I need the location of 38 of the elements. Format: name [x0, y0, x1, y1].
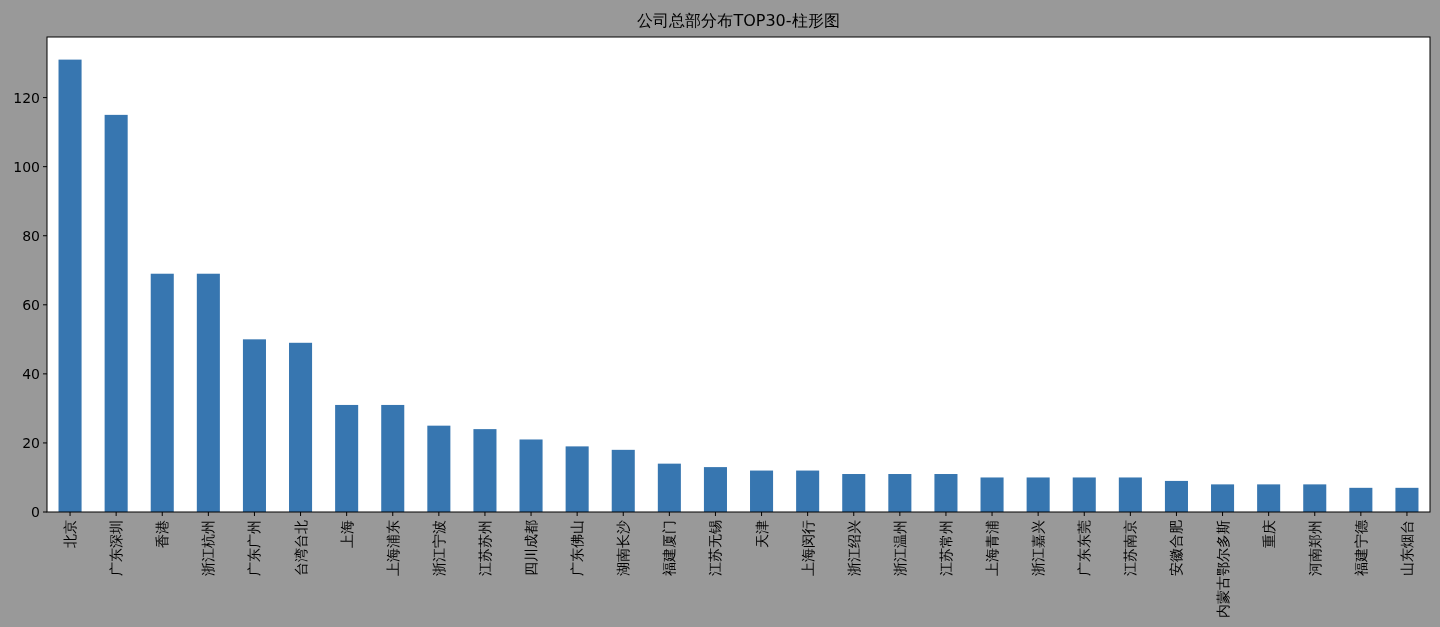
y-tick-label: 20: [22, 434, 40, 451]
x-tick-label: 台湾台北: [292, 520, 309, 576]
y-tick-label: 120: [13, 89, 40, 106]
x-tick-label: 广东佛山: [569, 520, 586, 576]
x-tick-label: 江苏南京: [1122, 520, 1139, 576]
x-tick-label: 江苏无锡: [707, 520, 724, 576]
x-tick-label: 浙江宁波: [430, 520, 447, 576]
x-tick-label: 江苏苏州: [476, 520, 493, 576]
x-tick-label: 上海: [338, 520, 355, 548]
chart-title: 公司总部分布TOP30-柱形图: [637, 11, 840, 30]
x-tick-label: 香港: [154, 520, 171, 548]
x-tick-label: 河南郑州: [1306, 520, 1323, 576]
x-tick-label: 北京: [62, 520, 79, 548]
y-tick-label: 80: [22, 227, 40, 244]
x-tick-label: 福建宁德: [1352, 520, 1369, 576]
x-tick-label: 重庆: [1260, 520, 1277, 548]
x-tick-label: 浙江杭州: [200, 520, 217, 576]
x-tick-label: 湖南长沙: [615, 520, 632, 576]
x-tick-label: 四川成都: [523, 520, 540, 576]
x-tick-label: 浙江绍兴: [845, 520, 862, 576]
y-tick-label: 0: [31, 504, 40, 520]
x-tick-label: 安徽合肥: [1168, 520, 1185, 576]
x-tick-label: 浙江温州: [891, 520, 908, 576]
x-tick-label: 上海浦东: [384, 520, 401, 576]
x-tick-label: 上海闵行: [799, 520, 816, 576]
y-tick-label: 40: [22, 365, 40, 382]
x-tick-label: 山东烟台: [1398, 520, 1415, 576]
x-tick-label: 福建厦门: [661, 520, 678, 576]
x-tick-label: 浙江嘉兴: [1030, 520, 1047, 576]
x-tick-label: 江苏常州: [937, 520, 954, 576]
x-tick-label: 广东东莞: [1076, 520, 1093, 576]
y-tick-label: 60: [22, 296, 40, 313]
x-tick-label: 内蒙古鄂尔多斯: [1214, 520, 1231, 618]
x-tick-label: 广东深圳: [108, 520, 125, 576]
x-tick-label: 广东广州: [246, 520, 263, 576]
x-tick-label: 上海青浦: [984, 520, 1001, 576]
x-tick-label: 天津: [753, 520, 770, 548]
y-tick-label: 100: [13, 158, 40, 175]
